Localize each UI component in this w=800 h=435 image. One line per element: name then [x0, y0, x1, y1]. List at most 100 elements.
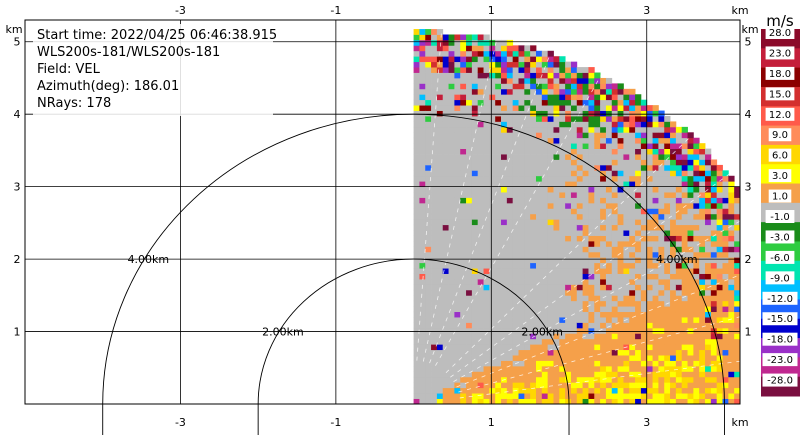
velocity-cell — [670, 360, 677, 367]
velocity-cell — [582, 121, 589, 128]
velocity-cell — [640, 300, 648, 307]
velocity-cell — [670, 251, 677, 258]
velocity-cell — [559, 148, 566, 155]
velocity-cell — [530, 105, 537, 111]
velocity-cell — [413, 170, 420, 177]
velocity-cell — [524, 88, 531, 95]
velocity-cell — [635, 300, 642, 307]
velocity-cell — [576, 376, 584, 383]
info-background — [33, 24, 273, 116]
velocity-cell — [594, 300, 601, 307]
velocity-cell — [716, 355, 723, 361]
velocity-cell — [436, 181, 444, 188]
velocity-cell — [466, 164, 473, 171]
velocity-cell — [419, 67, 426, 73]
velocity-cell — [524, 365, 531, 372]
velocity-cell — [565, 132, 572, 139]
velocity-cell — [506, 175, 514, 182]
velocity-cell — [535, 289, 543, 296]
velocity-cell — [623, 393, 630, 399]
velocity-cell — [565, 121, 572, 128]
velocity-cell — [658, 186, 665, 193]
velocity-cell — [588, 257, 595, 264]
velocity-cell — [734, 279, 740, 285]
velocity-cell — [553, 143, 560, 149]
velocity-cell — [687, 344, 694, 351]
velocity-cell — [588, 126, 595, 133]
velocity-cell — [413, 219, 420, 226]
velocity-cell — [623, 116, 630, 122]
velocity-cell — [477, 56, 484, 63]
velocity-cell — [530, 116, 537, 122]
velocity-cell — [448, 56, 455, 63]
velocity-cell — [681, 355, 688, 361]
velocity-cell — [460, 137, 467, 144]
velocity-cell — [734, 240, 740, 247]
velocity-cell — [471, 387, 479, 394]
x-tick-label-bottom: -1 — [330, 416, 341, 429]
velocity-cell — [524, 56, 531, 63]
velocity-cell — [460, 268, 467, 274]
velocity-cell — [588, 77, 595, 84]
velocity-cell — [693, 371, 700, 378]
velocity-cell — [746, 274, 752, 280]
velocity-cell — [448, 45, 455, 52]
velocity-cell — [506, 197, 514, 204]
velocity-cell — [477, 398, 484, 404]
velocity-cell — [553, 110, 560, 117]
velocity-cell — [664, 164, 671, 171]
velocity-cell — [477, 257, 484, 264]
velocity-cell — [448, 393, 455, 399]
velocity-cell — [582, 387, 589, 394]
velocity-cell — [605, 273, 613, 280]
velocity-cell — [489, 61, 496, 68]
velocity-cell — [582, 344, 589, 351]
velocity-cell — [605, 382, 613, 389]
velocity-cell — [710, 393, 718, 399]
velocity-cell — [547, 56, 554, 63]
velocity-cell — [752, 252, 758, 258]
velocity-cell — [530, 219, 537, 226]
velocity-cell — [547, 110, 554, 117]
velocity-cell — [600, 143, 607, 149]
velocity-cell — [512, 230, 519, 236]
velocity-cell — [489, 181, 496, 188]
velocity-cell — [722, 202, 729, 209]
velocity-cell — [535, 279, 543, 285]
velocity-cell — [553, 186, 560, 193]
velocity-cell — [553, 121, 560, 128]
velocity-cell — [419, 349, 426, 356]
velocity-cell — [687, 300, 694, 307]
velocity-cell — [454, 154, 461, 160]
velocity-cell — [740, 225, 746, 231]
velocity-cell — [658, 279, 665, 285]
velocity-cell — [506, 116, 514, 122]
velocity-cell — [524, 322, 531, 329]
velocity-cell — [675, 251, 683, 258]
velocity-cell — [582, 230, 589, 236]
velocity-cell — [605, 251, 613, 258]
velocity-cell — [740, 236, 746, 242]
velocity-cell — [675, 317, 683, 323]
velocity-cell — [425, 322, 432, 329]
velocity-cell — [535, 159, 543, 166]
velocity-cell — [664, 365, 671, 372]
velocity-cell — [716, 393, 723, 399]
velocity-cell — [454, 56, 461, 63]
velocity-cell — [611, 181, 618, 188]
velocity-cell — [518, 327, 525, 334]
velocity-cell — [495, 61, 502, 68]
velocity-cell — [740, 399, 746, 405]
velocity-cell — [646, 213, 653, 220]
velocity-cell — [565, 116, 572, 122]
velocity-cell — [559, 137, 566, 144]
velocity-cell — [518, 72, 525, 79]
velocity-cell — [524, 235, 531, 242]
velocity-cell — [652, 208, 659, 215]
velocity-cell — [699, 148, 706, 155]
velocity-cell — [501, 202, 508, 209]
velocity-cell — [734, 192, 740, 198]
velocity-cell — [512, 61, 519, 68]
velocity-cell — [495, 164, 502, 171]
velocity-cell — [512, 349, 519, 356]
